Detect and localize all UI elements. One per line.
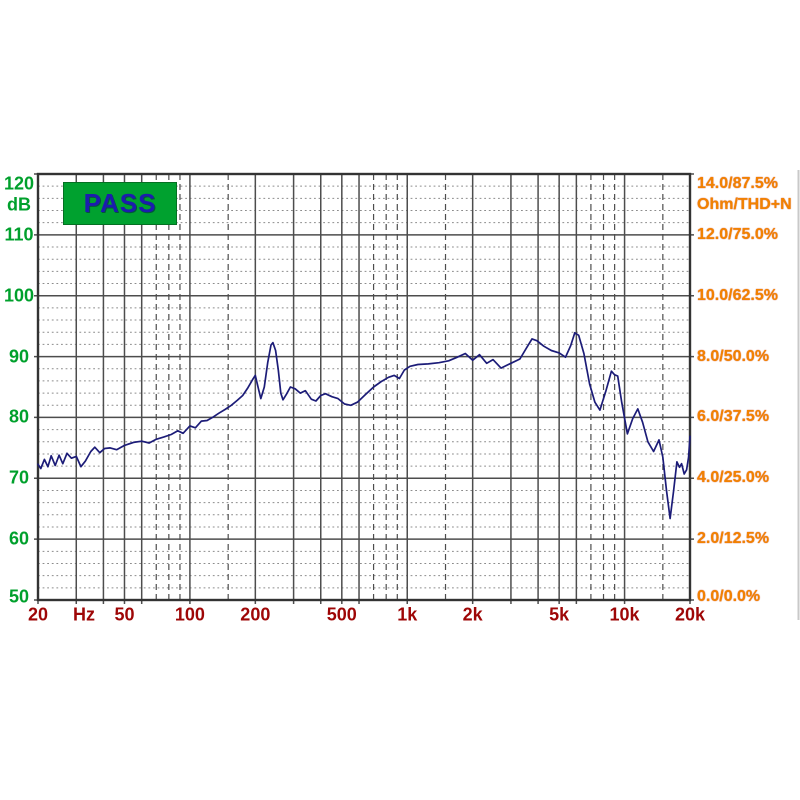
y-right-tick-label: 4.0/25.0% [697,469,770,487]
y-left-tick-label: 70 [8,467,30,488]
x-axis-tick-label: 50 [114,604,135,625]
grid-horizontal-lines [34,173,694,601]
response-curve [37,331,691,520]
y-left-tick-label: 50 [8,586,30,607]
x-axis-tick-label: 10k [609,604,640,625]
pass-badge-label: PASS [83,188,157,218]
y-left-tick-label: dB [7,194,31,215]
y-right-tick-label: 0.0/0.0% [697,588,761,605]
y-left-tick-label: 100 [3,285,35,306]
y-right-tick-label: 10.0/62.5% [697,286,778,304]
plot-border [36,172,692,602]
y-left-tick-label: 80 [8,406,30,427]
y-left-tick-label: 120 [3,173,35,194]
y-right-tick-label: 14.0/87.5% [697,175,778,192]
y-right-tick-label: 6.0/37.5% [697,408,770,426]
x-axis-tick-label: 100 [174,604,205,625]
pass-badge: PASS [63,182,177,225]
x-axis-tick-label: 20k [674,604,706,625]
y-left-tick-label: 110 [4,224,34,245]
y-left-tick-label: 60 [8,528,30,549]
y-right-tick-label: Ohm/THD+N [697,196,792,213]
y-right-tick-label: 12.0/75.0% [697,225,778,243]
x-axis-tick-label: 2k [462,604,483,625]
y-right-tick-label: 8.0/50.0% [697,347,770,365]
x-axis-tick-label: 20 [27,604,49,625]
x-axis-tick-label: 500 [326,604,357,625]
y-right-tick-label: 2.0/12.5% [697,530,770,548]
y-left-tick-label: 90 [8,346,30,367]
x-axis-tick-label: 200 [240,604,271,625]
x-axis-tick-label: 1k [397,604,418,625]
x-axis-tick-label: 5k [549,604,570,625]
x-axis-tick-label: Hz [73,604,95,625]
